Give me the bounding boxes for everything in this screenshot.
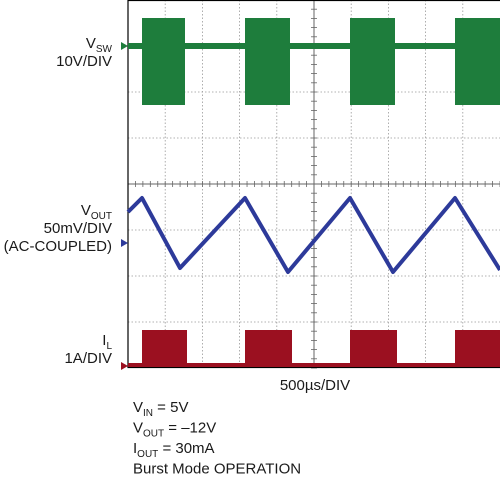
value: = –12V bbox=[164, 420, 216, 437]
symbol: I bbox=[102, 332, 106, 349]
il-pulse bbox=[350, 330, 397, 366]
ch1-marker bbox=[121, 42, 128, 50]
symbol: V bbox=[86, 35, 96, 52]
il-pulse bbox=[245, 330, 292, 366]
channel-name: VOUT bbox=[81, 202, 112, 222]
ch3-marker bbox=[121, 362, 128, 370]
symbol: I bbox=[133, 440, 137, 457]
subscript: OUT bbox=[143, 429, 164, 440]
condition: IOUT = 30mA bbox=[133, 440, 215, 460]
channel-scale: 50mV/DIV bbox=[44, 220, 112, 237]
channel-name: VSW bbox=[86, 35, 113, 55]
subscript: OUT bbox=[137, 449, 158, 460]
value: = 30mA bbox=[158, 440, 214, 457]
subscript: SW bbox=[96, 44, 113, 55]
vsw-burst bbox=[455, 18, 500, 105]
channel-scale: 10V/DIV bbox=[56, 53, 112, 70]
value: = 5V bbox=[153, 399, 188, 416]
channel-scale: (AC-COUPLED) bbox=[4, 238, 112, 255]
graticule bbox=[127, 0, 500, 369]
channel-name: IL bbox=[102, 332, 112, 352]
channel-scale: 1A/DIV bbox=[64, 350, 112, 367]
symbol: V bbox=[133, 399, 143, 416]
subscript: L bbox=[106, 341, 112, 352]
il-pulse bbox=[142, 330, 187, 366]
vout-trace bbox=[126, 196, 500, 274]
il-pulse bbox=[455, 330, 500, 366]
traces bbox=[126, 18, 500, 367]
condition: VIN = 5V bbox=[133, 399, 188, 419]
condition: VOUT = –12V bbox=[133, 420, 216, 440]
vsw-burst bbox=[350, 18, 395, 105]
subscript: OUT bbox=[91, 211, 112, 222]
timebase: 500µs/DIV bbox=[280, 377, 350, 394]
symbol: V bbox=[133, 420, 143, 437]
vsw-burst bbox=[142, 18, 185, 105]
subscript: IN bbox=[143, 408, 153, 419]
condition: Burst Mode OPERATION bbox=[133, 461, 301, 478]
ch2-marker bbox=[121, 239, 128, 247]
labels: VSW10V/DIVVOUT50mV/DIV(AC-COUPLED)IL1A/D… bbox=[4, 35, 301, 478]
symbol: Burst Mode OPERATION bbox=[133, 461, 301, 478]
vsw-burst bbox=[245, 18, 290, 105]
screen-border bbox=[127, 0, 500, 369]
symbol: V bbox=[81, 202, 91, 219]
